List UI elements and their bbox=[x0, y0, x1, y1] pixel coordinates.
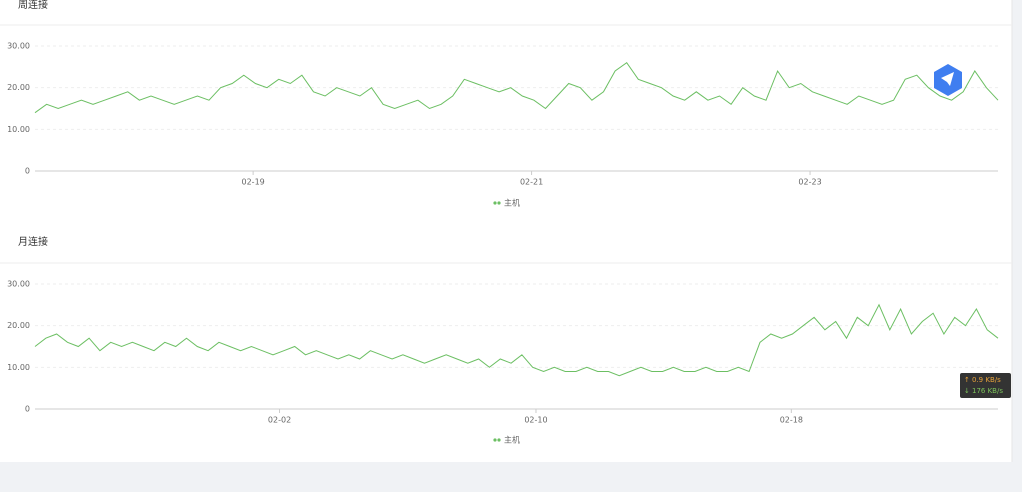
x-tick-label: 02-18 bbox=[780, 416, 803, 425]
down-arrow: ↓ bbox=[964, 387, 970, 395]
up-arrow: ↑ bbox=[964, 376, 970, 384]
chart-title: 周连接 bbox=[18, 0, 48, 11]
x-tick-label: 02-10 bbox=[524, 416, 547, 425]
chart-title: 月连接 bbox=[18, 235, 48, 248]
legend-dot bbox=[497, 438, 501, 442]
legend-label: 主机 bbox=[504, 435, 520, 445]
y-tick-label: 20.00 bbox=[7, 83, 30, 92]
up-rate: 0.9 KB/s bbox=[972, 376, 1001, 384]
y-tick-label: 10.00 bbox=[7, 125, 30, 134]
y-tick-label: 30.00 bbox=[7, 42, 30, 51]
net-widget: ↑ 0.9 KB/s ↓ 176 KB/s bbox=[960, 373, 1011, 398]
y-tick-label: 30.00 bbox=[7, 280, 30, 289]
legend-dot bbox=[493, 201, 497, 205]
legend-label: 主机 bbox=[504, 198, 520, 208]
legend-dot bbox=[493, 438, 497, 442]
line-series bbox=[34, 303, 999, 377]
line-series bbox=[34, 61, 999, 114]
y-tick-label: 0 bbox=[25, 167, 30, 176]
card bbox=[0, 0, 1012, 462]
y-tick-label: 0 bbox=[25, 405, 30, 414]
y-tick-label: 10.00 bbox=[7, 363, 30, 372]
down-rate: 176 KB/s bbox=[972, 387, 1003, 395]
x-tick-label: 02-19 bbox=[242, 178, 265, 187]
y-tick-label: 20.00 bbox=[7, 321, 30, 330]
x-tick-label: 02-02 bbox=[268, 416, 291, 425]
float-icon bbox=[934, 64, 962, 96]
legend-dot bbox=[497, 201, 501, 205]
x-tick-label: 02-21 bbox=[520, 178, 543, 187]
x-tick-label: 02-23 bbox=[798, 178, 821, 187]
